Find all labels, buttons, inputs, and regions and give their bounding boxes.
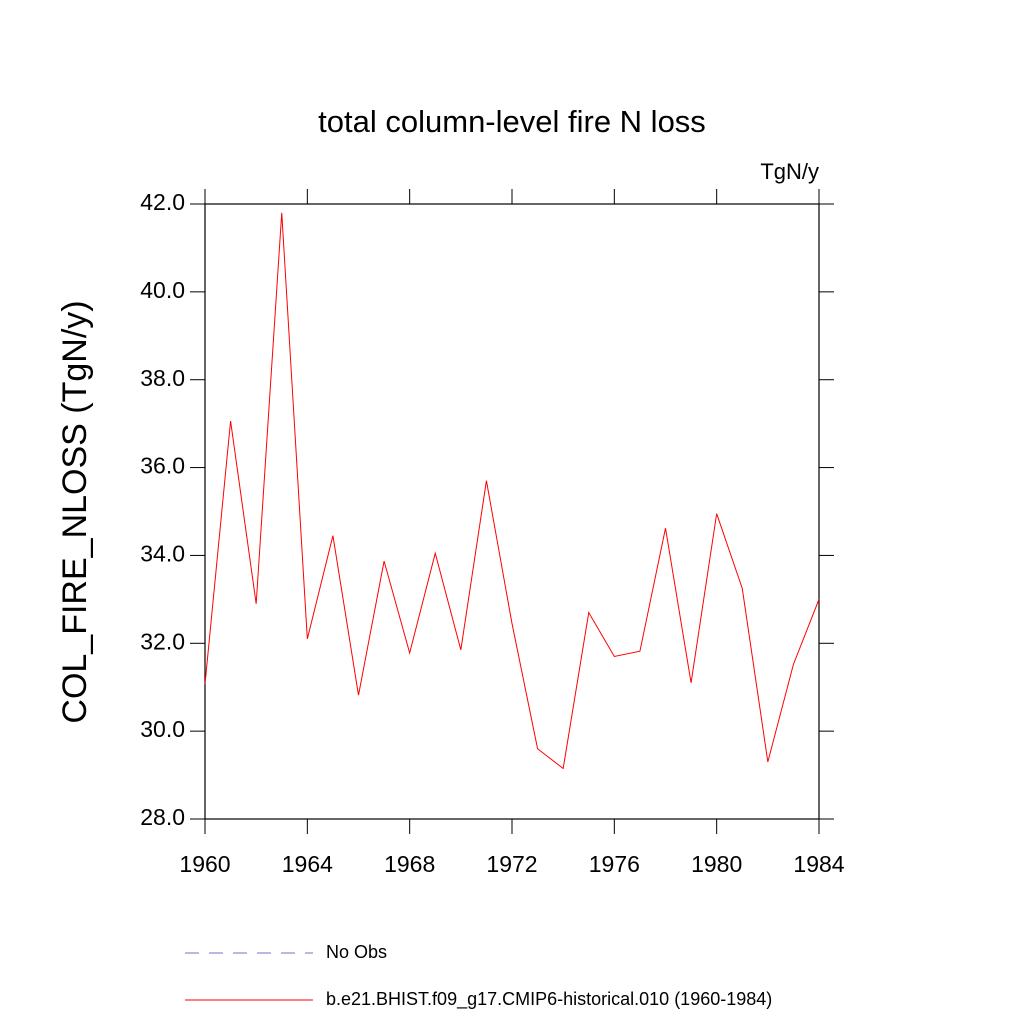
x-tick-label: 1984 [793,851,844,877]
y-tick-label: 36.0 [140,453,185,479]
x-tick-label: 1960 [179,851,230,877]
y-tick-label: 42.0 [140,189,185,215]
x-tick-label: 1976 [589,851,640,877]
x-tick-label: 1980 [691,851,742,877]
legend-label: b.e21.BHIST.f09_g17.CMIP6-historical.010… [326,989,772,1010]
y-axis-label: COL_FIRE_NLOSS (TgN/y) [56,300,94,723]
y-tick-label: 32.0 [140,628,185,654]
x-tick-label: 1964 [282,851,333,877]
y-tick-label: 34.0 [140,541,185,567]
units-label: TgN/y [760,159,819,184]
y-tick-label: 38.0 [140,365,185,391]
plot-frame [204,203,820,820]
y-tick-label: 30.0 [140,716,185,742]
x-tick-label: 1968 [384,851,435,877]
chart-title: total column-level fire N loss [318,104,706,139]
y-tick-label: 40.0 [140,277,185,303]
y-tick-label: 28.0 [140,804,185,830]
data-line [204,212,820,770]
x-tick-label: 1972 [486,851,537,877]
legend-label: No Obs [326,942,387,962]
